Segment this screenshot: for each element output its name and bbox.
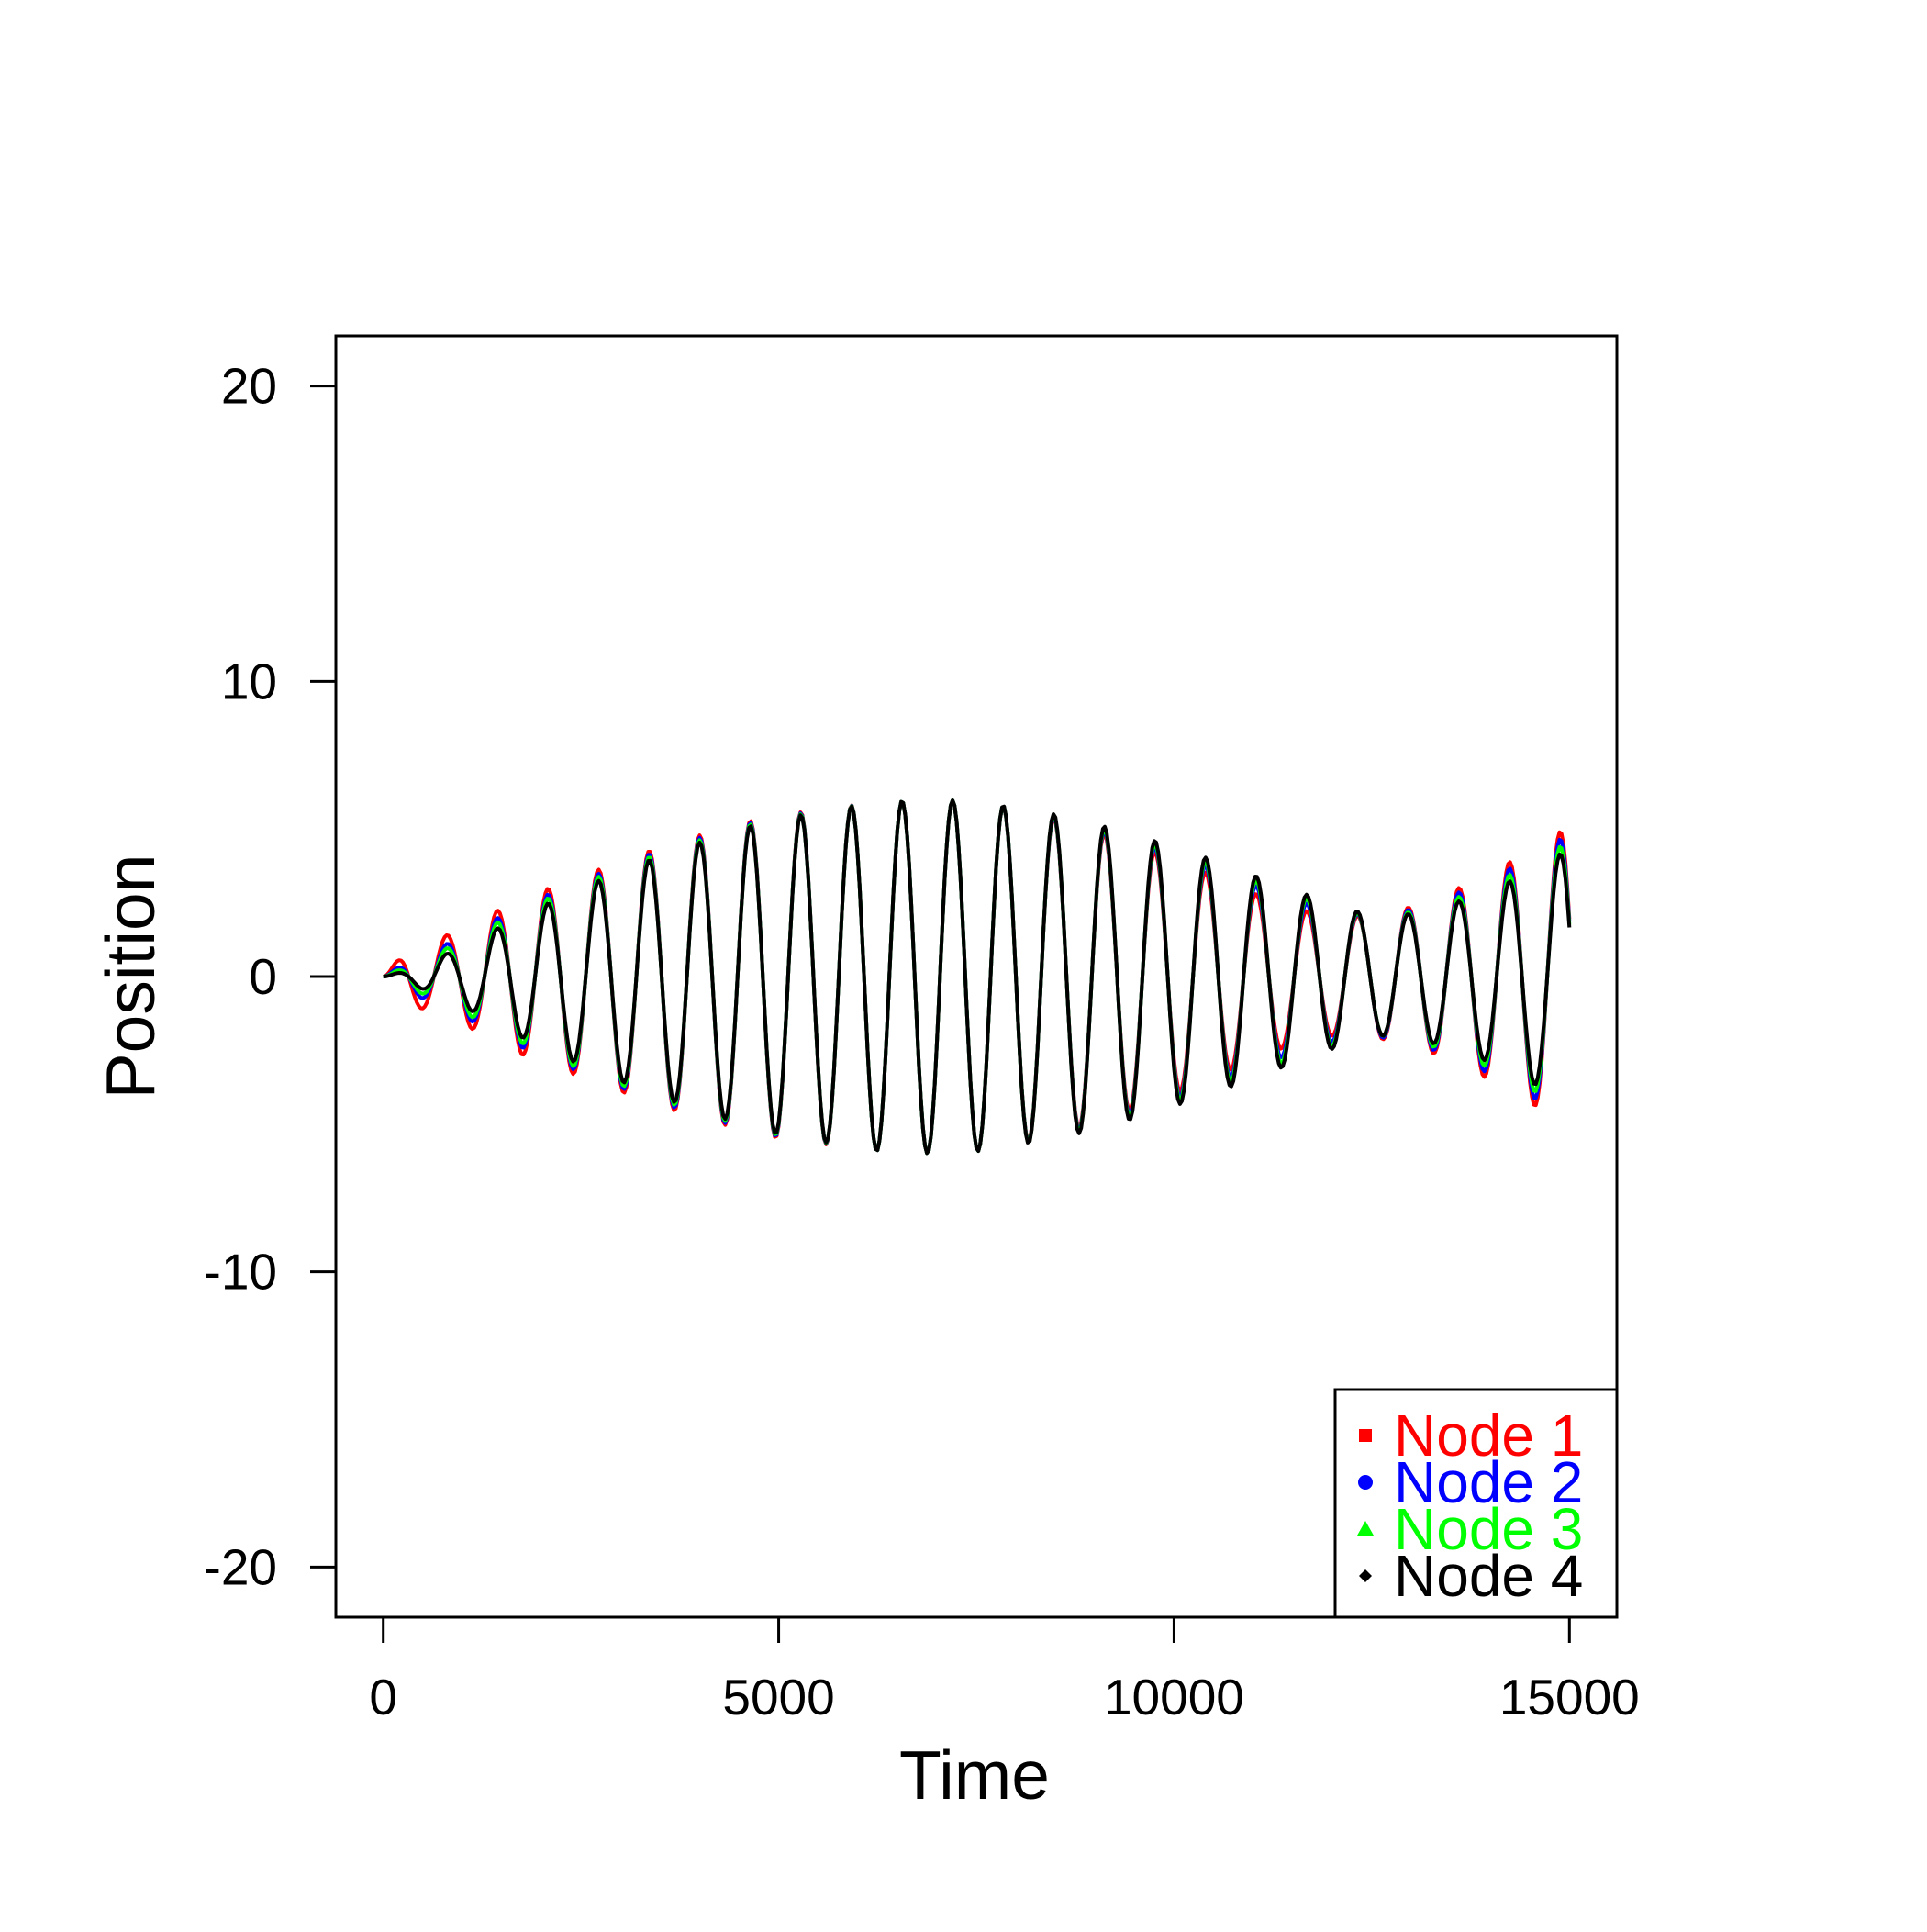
y-tick-label: 10 bbox=[221, 653, 277, 709]
legend-box bbox=[1333, 1388, 1619, 1619]
y-axis-title: Position bbox=[92, 854, 169, 1100]
y-tick-label: 0 bbox=[249, 948, 277, 1005]
y-tick-label: 20 bbox=[221, 358, 277, 415]
x-tick-label: 15000 bbox=[1499, 1669, 1640, 1725]
y-axis: -20 -10 0 10 20 bbox=[205, 358, 338, 1595]
legend-marker-node-1 bbox=[1359, 1429, 1372, 1442]
series-lines bbox=[383, 798, 1572, 1156]
legend-label-node-2: Node 2 bbox=[1394, 1449, 1583, 1515]
x-tick-label: 0 bbox=[369, 1669, 397, 1725]
x-tick-label: 10000 bbox=[1104, 1669, 1244, 1725]
x-tick-label: 5000 bbox=[722, 1669, 834, 1725]
y-tick-label: -20 bbox=[205, 1538, 278, 1595]
x-axis-title: Time bbox=[899, 1737, 1050, 1814]
legend-marker-node-2 bbox=[1358, 1475, 1373, 1490]
x-axis: 0 5000 10000 15000 bbox=[369, 1615, 1640, 1725]
legend-marker-node-4 bbox=[1359, 1569, 1372, 1582]
series-line-node-4 bbox=[383, 798, 1572, 1156]
legend-marker-node-3 bbox=[1357, 1521, 1374, 1536]
legend-label-node-3: Node 3 bbox=[1394, 1496, 1583, 1562]
legend-label-node-1: Node 1 bbox=[1394, 1402, 1583, 1469]
y-tick-label: -10 bbox=[205, 1244, 278, 1301]
legend-label-node-4: Node 4 bbox=[1394, 1543, 1583, 1609]
